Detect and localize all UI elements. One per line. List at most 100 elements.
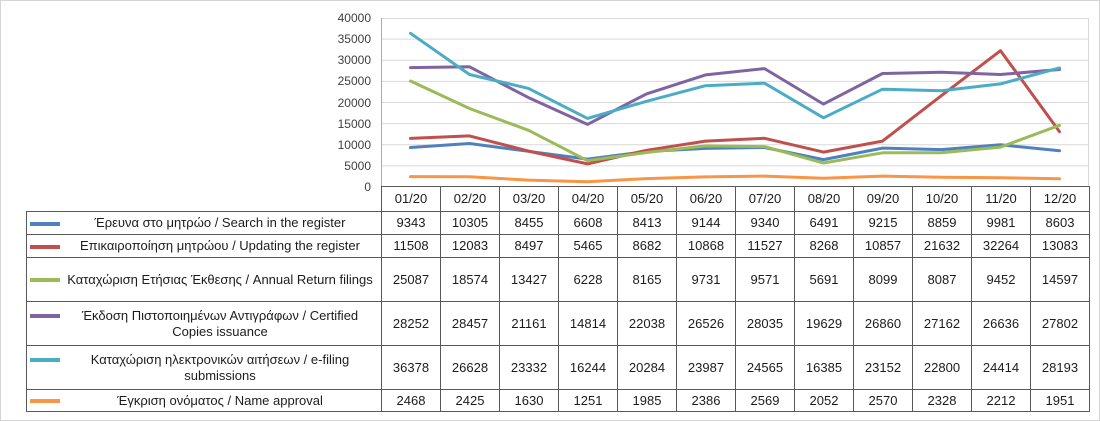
value-cell: 13083 (1030, 234, 1090, 258)
series-label-cell: Έγκριση ονόματος / Name approval (26, 389, 382, 412)
series-label-cell: Έρευνα στο μητρώο / Search in the regist… (26, 211, 382, 235)
value-cell: 8859 (912, 211, 972, 235)
category-label-10: 11/20 (971, 186, 1031, 212)
legend-key-line (30, 399, 60, 403)
value-cell: 9340 (735, 211, 795, 235)
value-cell: 9215 (853, 211, 913, 235)
series-label-cell: Καταχώριση ηλεκτρονικών αιτήσεων / e-fil… (26, 345, 382, 390)
series-label-cell: Επικαιροποίηση μητρώου / Updating the re… (26, 234, 382, 258)
table-row: Έκδοση Πιστοποιημένων Αντιγράφων / Certi… (26, 301, 1090, 346)
series-label: Έρευνα στο μητρώο / Search in the regist… (94, 215, 346, 230)
y-axis-tick-label: 5000 (344, 158, 371, 173)
value-cell: 9731 (676, 257, 736, 302)
series-label: Καταχώριση ηλεκτρονικών αιτήσεων / e-fil… (90, 351, 350, 383)
series-line-4 (409, 31, 1061, 120)
y-axis-tick-label: 20000 (337, 95, 371, 110)
legend-key-line (30, 358, 60, 362)
value-cell: 22800 (912, 345, 972, 390)
y-axis-tick-label: 10000 (337, 137, 371, 152)
value-cell: 8087 (912, 257, 972, 302)
value-cell: 8099 (853, 257, 913, 302)
value-cell: 13427 (499, 257, 559, 302)
y-axis-tick-label: 35000 (337, 32, 371, 47)
series-label: Έκδοση Πιστοποιημένων Αντιγράφων / Certi… (81, 307, 359, 339)
data-table: 01/20 02/20 03/20 04/20 05/20 06/20 07/20 08/20… (26, 186, 1090, 412)
value-cell: 21632 (912, 234, 972, 258)
value-cell: 25087 (381, 257, 441, 302)
value-cell: 36378 (381, 345, 441, 390)
value-cell: 8413 (617, 211, 677, 235)
value-cell: 1951 (1030, 389, 1090, 412)
table-row: Έρευνα στο μητρώο / Search in the regist… (26, 211, 1090, 235)
value-cell: 14597 (1030, 257, 1090, 302)
value-cell: 1630 (499, 389, 559, 412)
category-label-6: 07/20 (735, 186, 795, 212)
value-cell: 8682 (617, 234, 677, 258)
value-cell: 2052 (794, 389, 854, 412)
value-cell: 20284 (617, 345, 677, 390)
value-cell: 9144 (676, 211, 736, 235)
series-label: Επικαιροποίηση μητρώου / Updating the re… (80, 238, 360, 253)
value-cell: 9981 (971, 211, 1031, 235)
value-cell: 2212 (971, 389, 1031, 412)
legend-key-line (30, 314, 60, 318)
value-cell: 2425 (440, 389, 500, 412)
series-label-cell: Έκδοση Πιστοποιημένων Αντιγράφων / Certi… (26, 301, 382, 346)
category-label-8: 09/20 (853, 186, 913, 212)
series-line-2 (409, 79, 1061, 165)
value-cell: 2569 (735, 389, 795, 412)
value-cell: 28457 (440, 301, 500, 346)
value-cell: 19629 (794, 301, 854, 346)
value-cell: 10857 (853, 234, 913, 258)
legend-key-line (30, 244, 60, 249)
y-axis-tick-label: 0 (364, 180, 371, 194)
value-cell: 26526 (676, 301, 736, 346)
value-cell: 9343 (381, 211, 441, 235)
value-cell: 2328 (912, 389, 972, 412)
category-label-9: 10/20 (912, 186, 972, 212)
plot-svg (381, 18, 1089, 187)
value-cell: 1985 (617, 389, 677, 412)
value-cell: 9452 (971, 257, 1031, 302)
value-cell: 8165 (617, 257, 677, 302)
value-cell: 12083 (440, 234, 500, 258)
value-cell: 14814 (558, 301, 618, 346)
table-row: Καταχώριση Ετήσιας Έκθεσης / Annual Retu… (26, 257, 1090, 302)
value-cell: 26628 (440, 345, 500, 390)
category-label-1: 02/20 (440, 186, 500, 212)
table-row: Επικαιροποίηση μητρώου / Updating the re… (26, 234, 1090, 258)
value-cell: 32264 (971, 234, 1031, 258)
value-cell: 6608 (558, 211, 618, 235)
series-line-5 (409, 174, 1061, 184)
series-label: Καταχώριση Ετήσιας Έκθεσης / Annual Retu… (67, 271, 373, 287)
y-axis-tick-label: 40000 (337, 11, 371, 25)
legend-key-line (30, 221, 60, 226)
value-cell: 2386 (676, 389, 736, 412)
legend-key-line (30, 278, 60, 282)
value-cell: 2570 (853, 389, 913, 412)
value-cell: 9571 (735, 257, 795, 302)
series-label: Έγκριση ονόματος / Name approval (117, 392, 323, 408)
value-cell: 22038 (617, 301, 677, 346)
value-cell: 5691 (794, 257, 854, 302)
plot-area (381, 18, 1089, 187)
value-cell: 6491 (794, 211, 854, 235)
category-axis-row: 01/20 02/20 03/20 04/20 05/20 06/20 07/20 08/20… (27, 186, 1090, 212)
value-cell: 28193 (1030, 345, 1090, 390)
value-cell: 11527 (735, 234, 795, 258)
value-cell: 16244 (558, 345, 618, 390)
value-cell: 10305 (440, 211, 500, 235)
value-cell: 23987 (676, 345, 736, 390)
category-label-7: 08/20 (794, 186, 854, 212)
value-cell: 24565 (735, 345, 795, 390)
category-label-3: 04/20 (558, 186, 618, 212)
table-row: Έγκριση ονόματος / Name approval 2468 2425… (26, 389, 1090, 412)
category-label-4: 05/20 (617, 186, 677, 212)
value-cell: 8455 (499, 211, 559, 235)
value-cell: 8497 (499, 234, 559, 258)
value-cell: 8603 (1030, 211, 1090, 235)
category-label-0: 01/20 (381, 186, 441, 212)
value-cell: 16385 (794, 345, 854, 390)
value-cell: 11508 (381, 234, 441, 258)
